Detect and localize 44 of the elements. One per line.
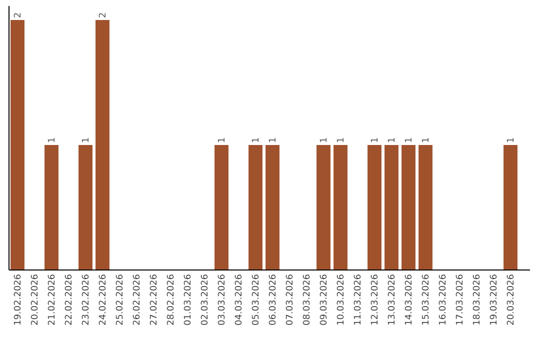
x-tick-label: 23.02.2026 <box>82 274 92 326</box>
data-label: 1 <box>252 137 262 143</box>
data-label: 1 <box>506 137 516 143</box>
x-tick-label: 22.02.2026 <box>64 274 74 326</box>
x-tick-label: 19.03.2026 <box>490 274 500 326</box>
data-label: 1 <box>336 137 346 143</box>
data-label: 1 <box>268 137 278 143</box>
x-tick-label: 20.03.2026 <box>506 274 516 326</box>
x-tick-label: 16.03.2026 <box>438 274 448 326</box>
data-label: 1 <box>404 137 414 143</box>
x-tick-label: 25.02.2026 <box>116 274 126 326</box>
x-tick-label: 27.02.2026 <box>150 274 160 326</box>
x-tick-label: 28.02.2026 <box>166 274 176 326</box>
x-tick-label: 15.03.2026 <box>422 274 432 326</box>
x-tick-label: 07.03.2026 <box>286 274 296 326</box>
x-tick-label: 14.03.2026 <box>404 274 414 326</box>
x-tick-label: 06.03.2026 <box>268 274 278 326</box>
x-tick-label: 11.03.2026 <box>354 274 364 326</box>
x-tick-label: 01.03.2026 <box>184 274 194 326</box>
data-label: 1 <box>388 137 398 143</box>
data-label: 1 <box>422 137 432 143</box>
data-label: 1 <box>48 137 58 143</box>
x-tick-label: 04.03.2026 <box>234 274 244 326</box>
x-tick-label: 20.02.2026 <box>30 274 40 326</box>
x-tick-label: 08.03.2026 <box>302 274 312 326</box>
x-tick-label: 12.03.2026 <box>370 274 380 326</box>
x-tick-label: 17.03.2026 <box>456 274 466 326</box>
x-tick-label: 03.03.2026 <box>218 274 228 326</box>
data-label: 1 <box>82 137 92 143</box>
x-tick-label: 13.03.2026 <box>388 274 398 326</box>
data-label: 1 <box>370 137 380 143</box>
x-tick-label: 09.03.2026 <box>320 274 330 326</box>
x-tick-label: 05.03.2026 <box>252 274 262 326</box>
data-label: 2 <box>98 12 108 18</box>
x-tick-label: 18.03.2026 <box>472 274 482 326</box>
data-label: 1 <box>218 137 228 143</box>
x-tick-label: 19.02.2026 <box>14 274 24 326</box>
x-tick-label: 21.02.2026 <box>48 274 58 326</box>
x-tick-label: 10.03.2026 <box>336 274 346 326</box>
x-tick-label: 26.02.2026 <box>132 274 142 326</box>
x-tick-label: 02.03.2026 <box>200 274 210 326</box>
data-label: 2 <box>14 12 24 18</box>
data-label: 1 <box>320 137 330 143</box>
x-tick-label: 24.02.2026 <box>98 274 108 326</box>
